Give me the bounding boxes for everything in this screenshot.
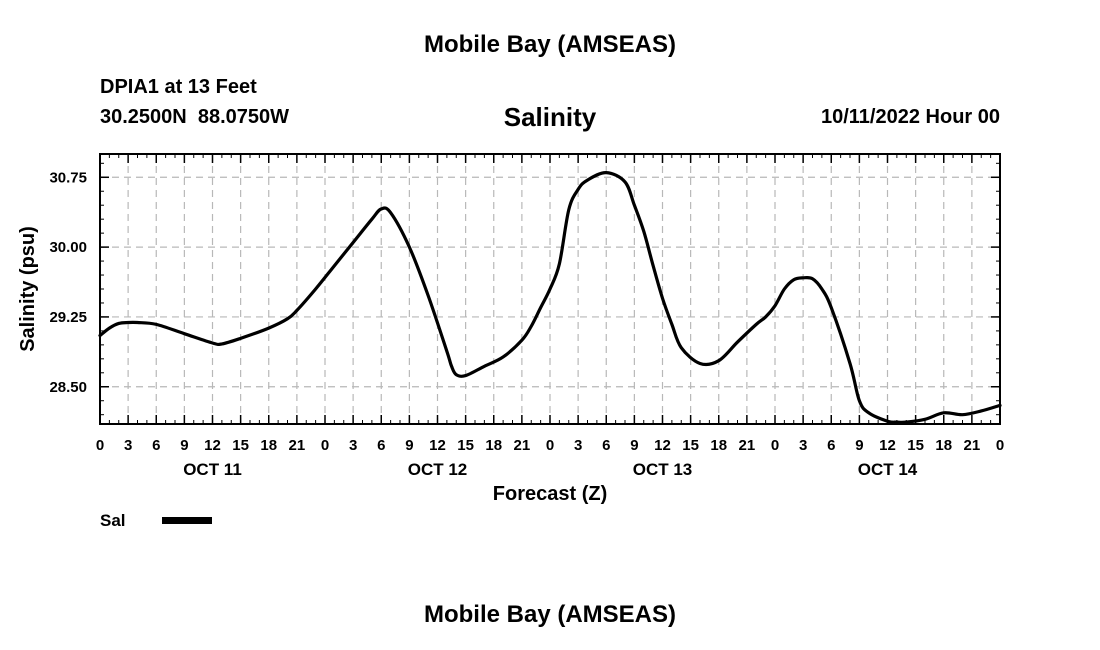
- footer-title: Mobile Bay (AMSEAS): [423, 601, 677, 628]
- x-tick-label: 6: [602, 437, 610, 454]
- x-tick-label: 0: [771, 437, 779, 454]
- x-tick-label: 0: [996, 437, 1004, 454]
- x-tick-label: 6: [377, 437, 385, 454]
- x-tick-label: 12: [429, 437, 446, 454]
- x-tick-label: 15: [232, 437, 249, 454]
- x-tick-label: 9: [180, 437, 188, 454]
- legend-swatch: [162, 517, 212, 524]
- x-tick-label: 15: [907, 437, 924, 454]
- chart-subtitle: Salinity: [503, 102, 597, 132]
- date-label: OCT 12: [408, 460, 468, 479]
- x-tick-label: 18: [710, 437, 727, 454]
- date-label: OCT 11: [183, 460, 242, 479]
- legend-label: Sal: [100, 511, 126, 530]
- x-tick-label: 18: [935, 437, 952, 454]
- x-tick-label: 3: [349, 437, 357, 454]
- y-axis-label: Salinity (psu): [17, 226, 39, 352]
- y-tick-label: 29.25: [49, 309, 87, 326]
- x-tick-label: 0: [321, 437, 329, 454]
- x-tick-label: 3: [574, 437, 582, 454]
- x-tick-label: 12: [654, 437, 671, 454]
- axis-layer: 0 3 6 9 12 15 18 21 0 3 6 9 12 15 18 21 0 3 6 9 12 15 18 21 0 3 6 9…: [49, 154, 1004, 479]
- x-tick-label: 9: [405, 437, 413, 454]
- series-layer: [98, 171, 1002, 424]
- y-tick-label: 28.50: [49, 379, 87, 396]
- chart-main-title: Mobile Bay (AMSEAS): [423, 31, 677, 58]
- x-tick-label: 15: [457, 437, 474, 454]
- x-axis-label: Forecast (Z): [493, 483, 607, 505]
- x-tick-label: 0: [546, 437, 554, 454]
- x-tick-label: 6: [152, 437, 160, 454]
- x-tick-label: 3: [799, 437, 807, 454]
- x-tick-label: 21: [964, 437, 981, 454]
- y-tick-label: 30.00: [49, 239, 87, 256]
- x-tick-label: 6: [827, 437, 835, 454]
- x-tick-label: 21: [739, 437, 756, 454]
- x-tick-label: 12: [204, 437, 221, 454]
- date-label: OCT 13: [633, 460, 693, 479]
- x-tick-label: 9: [630, 437, 638, 454]
- x-tick-label: 3: [124, 437, 132, 454]
- x-tick-label: 18: [260, 437, 277, 454]
- x-tick-label: 15: [682, 437, 699, 454]
- x-tick-label: 18: [485, 437, 502, 454]
- y-tick-label: 30.75: [49, 169, 87, 186]
- x-tick-label: 12: [879, 437, 896, 454]
- station-label: DPIA1 at 13 Feet: [100, 76, 257, 98]
- x-tick-label: 21: [514, 437, 531, 454]
- date-label: OCT 14: [858, 460, 918, 479]
- x-tick-label: 0: [96, 437, 104, 454]
- series-line-sal: [98, 171, 1002, 424]
- x-tick-label: 21: [289, 437, 306, 454]
- x-tick-label: 9: [855, 437, 863, 454]
- station-coordinates: 30.2500N 88.0750W: [100, 106, 290, 128]
- forecast-datetime: 10/11/2022 Hour 00: [820, 106, 1000, 128]
